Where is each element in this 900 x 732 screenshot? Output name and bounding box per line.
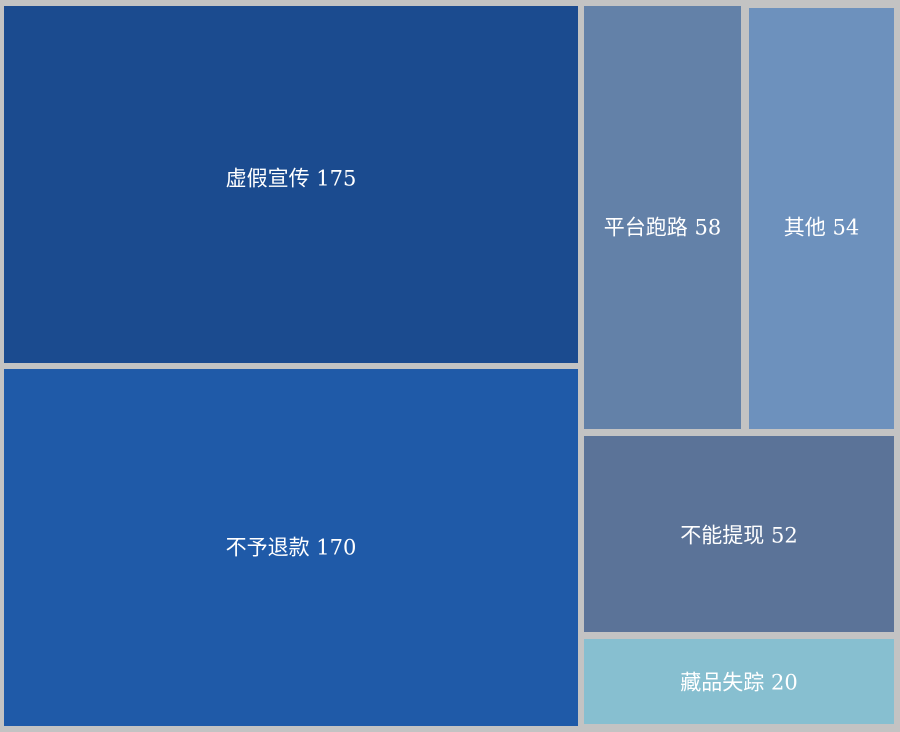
tile-label-collection-missing: 藏品失踪 20 <box>680 671 797 695</box>
tile-no-refund <box>4 369 578 726</box>
tile-label-false-advertising: 虚假宣传 175 <box>226 167 357 191</box>
treemap-tiles: 虚假宣传 175 不予退款 170 平台跑路 58 其他 54 不能提现 52 藏品失踪 … <box>4 6 894 726</box>
tile-label-other: 其他 54 <box>784 216 859 240</box>
tile-label-cannot-withdraw: 不能提现 52 <box>680 524 797 548</box>
tile-other <box>749 8 894 429</box>
tile-cannot-withdraw <box>584 436 894 632</box>
tile-platform-absconded <box>584 6 741 429</box>
tile-collection-missing <box>584 639 894 724</box>
tile-false-advertising <box>4 6 578 363</box>
tile-label-platform-absconded: 平台跑路 58 <box>604 216 721 240</box>
tile-label-no-refund: 不予退款 170 <box>226 536 357 560</box>
